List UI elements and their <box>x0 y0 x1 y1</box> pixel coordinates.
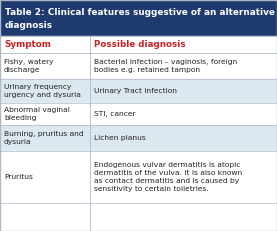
Bar <box>0 151 277 203</box>
Text: Bacterial infection – vaginosis, foreign
bodies e.g. retained tampon: Bacterial infection – vaginosis, foreign… <box>94 59 237 73</box>
Text: Burning, pruritus and
dysuria: Burning, pruritus and dysuria <box>4 131 84 145</box>
Text: Lichen planus: Lichen planus <box>94 135 146 141</box>
Text: diagnosis: diagnosis <box>5 21 53 30</box>
Text: Pruritus: Pruritus <box>4 174 33 180</box>
Bar <box>0 36 277 53</box>
Text: Urinary Tract infection: Urinary Tract infection <box>94 88 177 94</box>
Text: Abnormal vaginal
bleeding: Abnormal vaginal bleeding <box>4 107 70 121</box>
Text: Symptom: Symptom <box>4 40 51 49</box>
Text: STI, cancer: STI, cancer <box>94 111 135 117</box>
Text: Fishy, watery
discharge: Fishy, watery discharge <box>4 59 54 73</box>
Bar <box>0 103 277 125</box>
Bar <box>0 79 277 103</box>
Text: Endogenous vulvar dermatitis is atopic
dermatitis of the vulva. It is also known: Endogenous vulvar dermatitis is atopic d… <box>94 162 242 192</box>
Text: Urinary frequency
urgency and dysuria: Urinary frequency urgency and dysuria <box>4 84 81 98</box>
Bar <box>0 0 277 36</box>
Text: Table 2: Clinical features suggestive of an alternative: Table 2: Clinical features suggestive of… <box>5 8 275 17</box>
Text: Possible diagnosis: Possible diagnosis <box>94 40 186 49</box>
Bar <box>0 53 277 79</box>
Bar <box>0 125 277 151</box>
